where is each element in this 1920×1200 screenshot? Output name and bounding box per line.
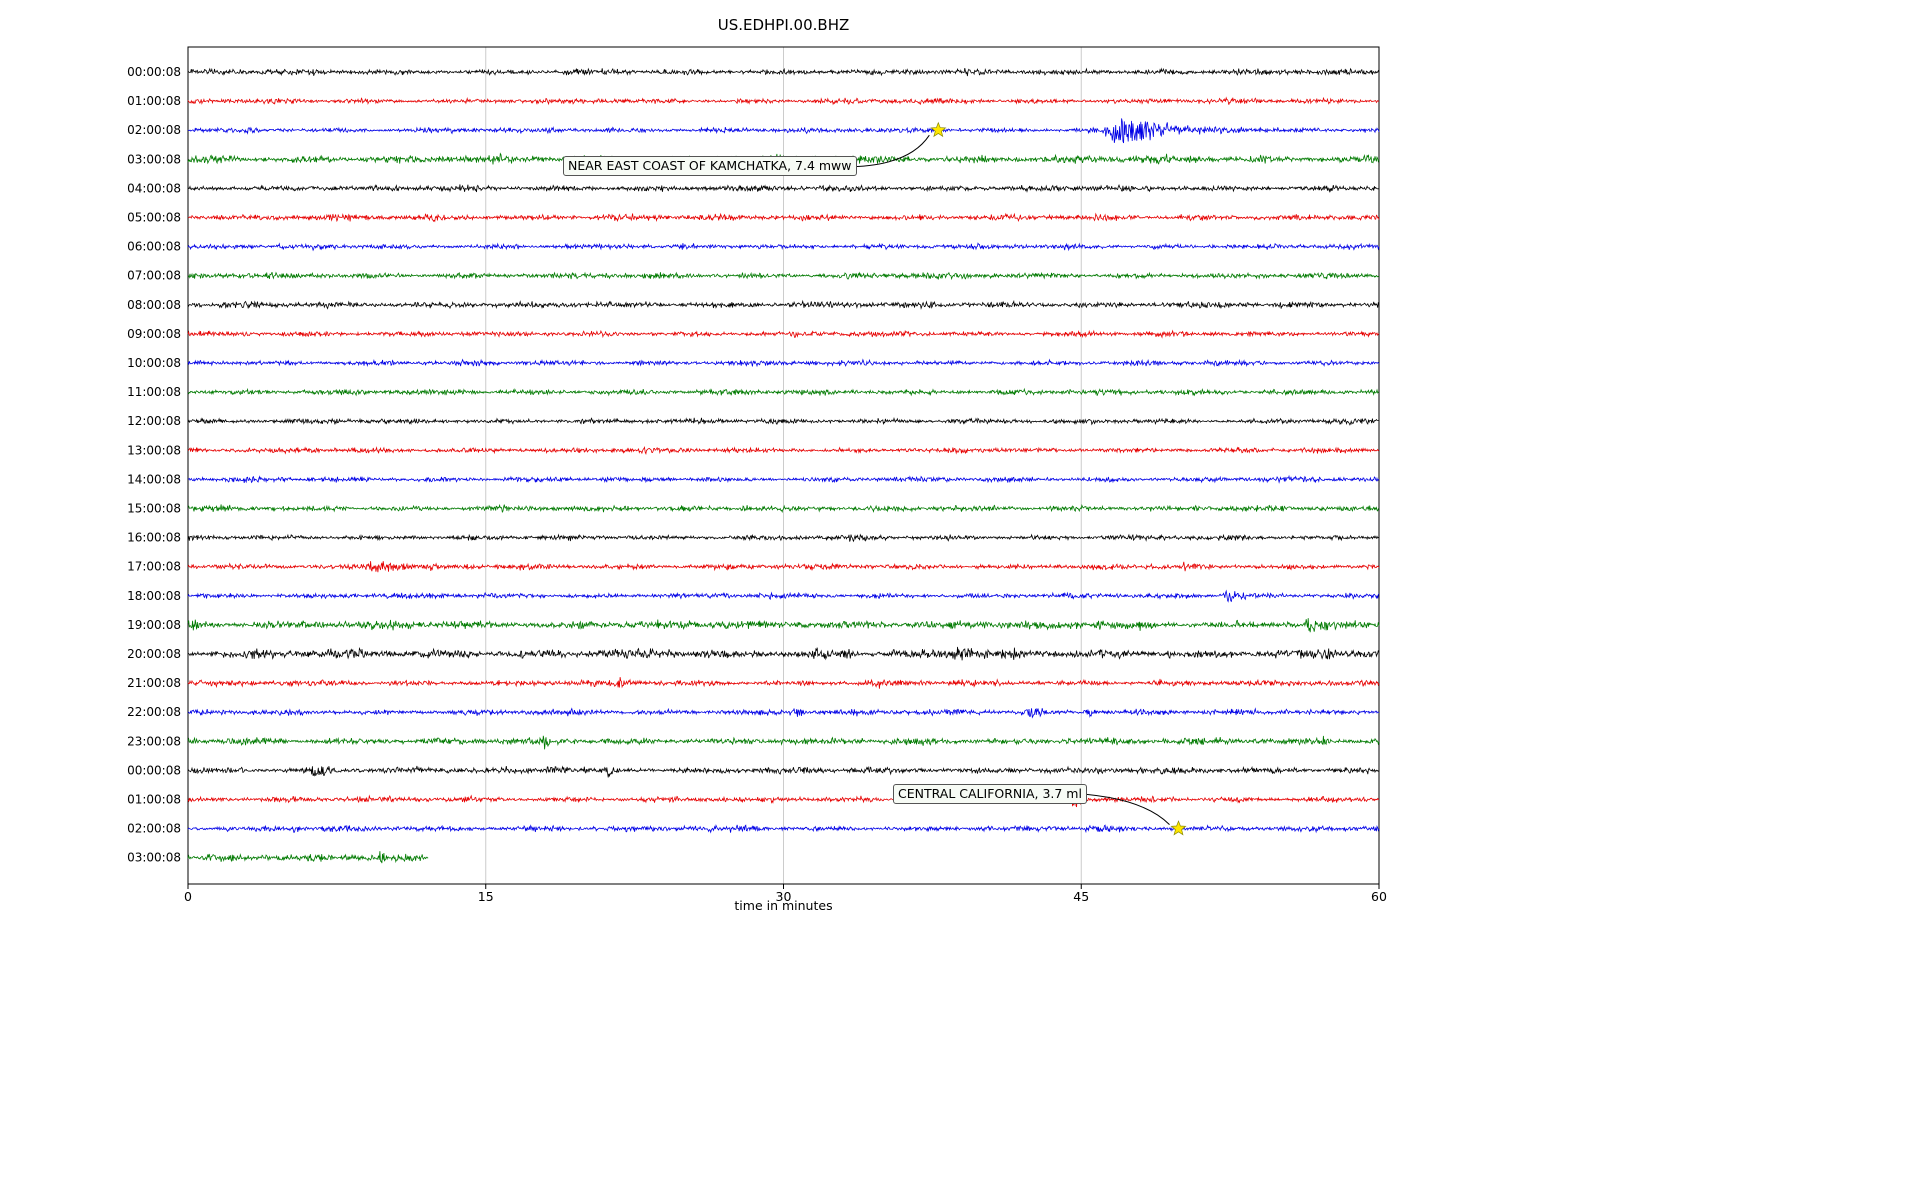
row-time-label: 02:00:08 (127, 123, 181, 137)
waveform-trace-27 (187, 851, 429, 864)
row-time-label: 09:00:08 (127, 327, 181, 341)
annotation-central-california-event: CENTRAL CALIFORNIA, 3.7 ml (893, 784, 1087, 804)
x-tick-label: 0 (184, 889, 192, 904)
waveform-trace-8 (187, 299, 1380, 310)
x-axis-label: time in minutes (734, 898, 833, 913)
waveform-trace-21 (187, 677, 1380, 689)
waveform-trace-14 (187, 474, 1380, 484)
row-time-label: 17:00:08 (127, 560, 181, 574)
row-time-label: 01:00:08 (127, 793, 181, 807)
waveform-trace-12 (187, 417, 1380, 426)
waveform-trace-9 (187, 329, 1380, 339)
x-tick-label: 60 (1371, 889, 1387, 904)
row-time-label: 00:00:08 (127, 763, 181, 777)
row-time-label: 16:00:08 (127, 531, 181, 545)
chart-title: US.EDHPI.00.BHZ (717, 16, 850, 34)
waveform-trace-25 (187, 792, 1380, 808)
row-time-label: 03:00:08 (127, 851, 181, 865)
row-time-label: 08:00:08 (127, 298, 181, 312)
annotation-kamchatka-event: NEAR EAST COAST OF KAMCHATKA, 7.4 mww (563, 156, 857, 176)
waveform-trace-10 (187, 358, 1380, 368)
waveform-trace-17 (187, 561, 1380, 573)
event-star-marker (1170, 820, 1187, 836)
event-star-marker (930, 121, 947, 138)
x-tick-label: 15 (478, 889, 494, 904)
row-time-label: 01:00:08 (127, 94, 181, 108)
row-time-label: 06:00:08 (127, 240, 181, 254)
waveform-trace-19 (187, 618, 1380, 633)
x-tick-label: 45 (1073, 889, 1089, 904)
row-time-label: 04:00:08 (127, 181, 181, 195)
waveform-trace-1 (187, 96, 1379, 106)
row-time-label: 02:00:08 (127, 822, 181, 836)
row-time-label: 14:00:08 (127, 472, 181, 486)
row-time-label: 00:00:08 (127, 65, 181, 79)
waveform-trace-6 (187, 242, 1380, 252)
row-time-label: 15:00:08 (127, 502, 181, 516)
row-time-label: 12:00:08 (127, 414, 181, 428)
waveform-trace-5 (187, 212, 1380, 223)
waveform-trace-0 (187, 67, 1380, 77)
row-time-label: 22:00:08 (127, 705, 181, 719)
waveform-trace-4 (187, 183, 1379, 193)
row-time-label: 05:00:08 (127, 211, 181, 225)
waveform-trace-18 (187, 589, 1380, 603)
waveform-trace-16 (187, 533, 1380, 543)
waveform-trace-15 (187, 503, 1380, 514)
waveform-trace-20 (187, 646, 1380, 661)
waveform-trace-23 (187, 735, 1380, 750)
row-time-label: 07:00:08 (127, 269, 181, 283)
waveform-trace-22 (187, 707, 1380, 719)
row-time-label: 20:00:08 (127, 647, 181, 661)
waveform-trace-7 (187, 271, 1380, 281)
waveform-trace-11 (187, 387, 1380, 397)
row-time-label: 03:00:08 (127, 152, 181, 166)
row-time-label: 11:00:08 (127, 385, 181, 399)
row-time-label: 21:00:08 (127, 676, 181, 690)
waveform-trace-24 (187, 765, 1380, 778)
waveform-trace-13 (187, 445, 1380, 456)
row-time-label: 10:00:08 (127, 356, 181, 370)
row-time-label: 13:00:08 (127, 443, 181, 457)
row-time-label: 19:00:08 (127, 618, 181, 632)
row-time-label: 23:00:08 (127, 734, 181, 748)
row-time-label: 18:00:08 (127, 589, 181, 603)
waveform-trace-2 (187, 118, 1380, 144)
x-tick-label: 30 (776, 889, 792, 904)
